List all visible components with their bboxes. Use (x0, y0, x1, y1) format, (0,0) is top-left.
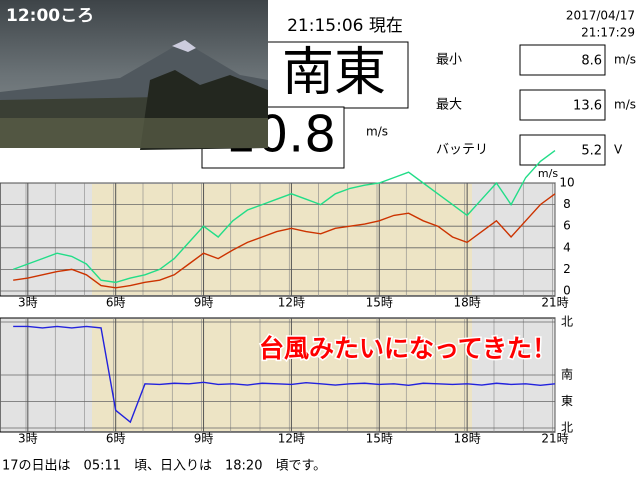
y-tick-label: 6 (563, 219, 571, 233)
x-tick-label: 21時 (541, 296, 568, 310)
y-tick-label: 8 (563, 197, 571, 211)
stat-label: バッテリ (436, 143, 488, 158)
x-tick-label: 15時 (366, 432, 393, 446)
stat-value: 5.2 (581, 144, 602, 159)
speed-unit: m/s (366, 125, 388, 139)
y-tick-label: 10 (559, 176, 574, 190)
direction-box (261, 41, 409, 109)
x-tick-label: 15時 (366, 296, 393, 310)
x-tick-label: 12時 (278, 296, 305, 310)
x-tick-label: 6時 (106, 432, 126, 446)
webcam-photo (0, 0, 268, 150)
y-tick-label: 4 (563, 240, 571, 254)
x-tick-label: 9時 (194, 296, 214, 310)
x-tick-label: 12時 (278, 432, 305, 446)
stat-box (519, 89, 606, 121)
stat-value: 8.6 (581, 54, 602, 69)
time: 21:17:29 (581, 26, 635, 40)
date: 2017/04/17 (566, 9, 635, 23)
overlay-text: 台風みたいになってきた！ (259, 334, 557, 363)
stat-unit: m/s (614, 98, 636, 112)
speed-chart: 0 2 4 6 8 10 3時 6時 9時 12時 15時 18時 21時 m/s (0, 150, 575, 310)
x-tick-label: 21時 (541, 432, 568, 446)
x-tick-label: 18時 (453, 296, 480, 310)
stat-label: 最大 (436, 98, 462, 113)
y-tick-label: 北 (561, 421, 573, 435)
y-tick-label: 0 (563, 284, 571, 298)
stats: 最小 8.6 m/s 最大 13.6 m/s バッテリ 5.2 V (436, 44, 636, 166)
y-tick-label: 北 (561, 315, 573, 329)
y-tick-label: 南 (561, 367, 573, 382)
series-line (12, 150, 556, 284)
stat-unit: m/s (614, 53, 636, 67)
x-tick-label: 3時 (18, 296, 38, 310)
x-tick-label: 6時 (106, 296, 126, 310)
x-tick-label: 18時 (453, 432, 480, 446)
x-tick-label: 3時 (18, 432, 38, 446)
now-label: 21:15:06 現在 (287, 16, 403, 36)
stat-unit: V (614, 143, 623, 157)
series-line (13, 325, 556, 424)
footer: 17の日出は 05:11 頃、日入りは 18:20 頃です。 (2, 459, 326, 474)
y-axis-label: m/s (538, 167, 558, 180)
stat-box (519, 44, 606, 76)
stat-label: 最小 (436, 53, 462, 68)
photo-caption: 12:00ころ (6, 6, 94, 26)
x-tick-label: 9時 (194, 432, 214, 446)
series-line (13, 193, 556, 289)
day-shade (92, 184, 472, 295)
stat-value: 13.6 (573, 99, 602, 114)
stat-box (519, 134, 606, 166)
direction: 南東 (282, 43, 386, 103)
y-tick-label: 東 (561, 394, 573, 408)
y-tick-label: 2 (563, 262, 571, 276)
